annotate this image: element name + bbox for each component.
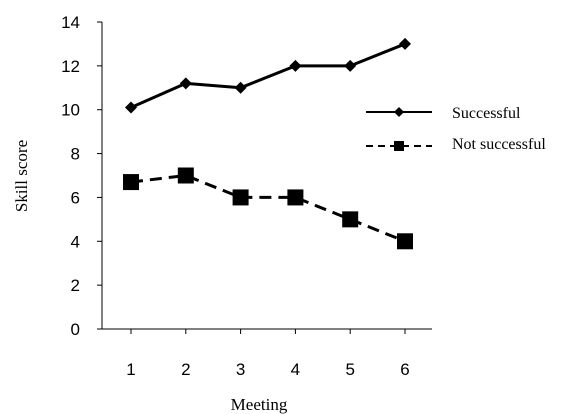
y-tick-label: 12 [61, 57, 80, 76]
y-ticks: 0 2 4 6 8 10 12 14 [61, 13, 102, 339]
data-point-not-successful [232, 189, 249, 206]
y-tick-label: 6 [71, 188, 80, 207]
data-point-successful [344, 59, 357, 72]
legend-label-successful: Successful [452, 105, 521, 122]
y-tick-label: 0 [71, 320, 80, 339]
legend-label-not-successful: Not successful [452, 136, 546, 153]
series-layer [123, 37, 413, 250]
data-point-successful [289, 59, 302, 72]
axes [101, 22, 432, 330]
legend-marker-square-icon [394, 141, 404, 151]
data-point-successful [179, 77, 192, 90]
y-tick-label: 14 [61, 13, 80, 32]
x-tick-label: 1 [126, 360, 135, 379]
x-axis-title: Meeting [231, 395, 288, 414]
data-point-not-successful [123, 174, 139, 191]
x-tick-label: 6 [400, 360, 409, 379]
data-point-not-successful [177, 167, 194, 184]
y-tick-label: 4 [71, 232, 80, 251]
legend-item-successful: Successful [366, 105, 521, 122]
legend: Successful Not successful [366, 105, 546, 153]
y-tick-label: 2 [71, 276, 80, 295]
y-axis-title: Skill score [12, 140, 31, 212]
data-point-successful [125, 101, 137, 114]
data-point-not-successful [287, 189, 304, 206]
x-ticks: 1 2 3 4 5 6 [126, 329, 410, 379]
y-tick-label: 8 [71, 145, 80, 164]
x-tick-label: 4 [291, 360, 300, 379]
y-tick-label: 10 [61, 101, 80, 120]
data-point-successful [399, 37, 411, 50]
legend-marker-diamond-icon [394, 107, 404, 117]
series-line-not-successful [130, 174, 406, 243]
series-line-successful [130, 42, 406, 109]
x-tick-label: 2 [181, 360, 190, 379]
data-point-not-successful [342, 211, 359, 228]
data-point-successful [234, 81, 247, 94]
legend-item-not-successful: Not successful [366, 136, 546, 153]
x-tick-label: 3 [236, 360, 245, 379]
data-point-not-successful [397, 233, 413, 250]
x-tick-label: 5 [345, 360, 354, 379]
